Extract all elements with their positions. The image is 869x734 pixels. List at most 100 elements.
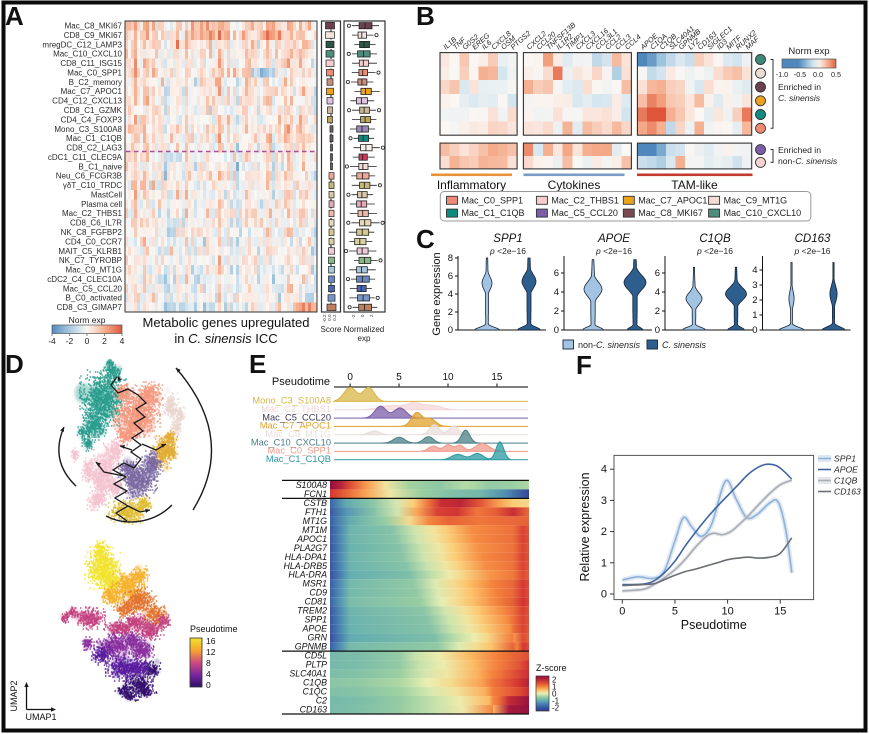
svg-text:-0.5: -0.5 <box>794 70 806 79</box>
svg-text:NK_C8_FGFBP2: NK_C8_FGFBP2 <box>61 228 123 237</box>
svg-text:Cytokines: Cytokines <box>548 178 601 192</box>
svg-text:CSTB: CSTB <box>304 498 328 508</box>
svg-text:HLA-DRB5: HLA-DRB5 <box>283 561 327 571</box>
svg-text:Metabolic genes upregulated: Metabolic genes upregulated <box>143 315 310 330</box>
svg-text:4: 4 <box>752 265 757 276</box>
svg-text:S100A8: S100A8 <box>296 480 327 490</box>
svg-text:Mac_C8_MKI67: Mac_C8_MKI67 <box>65 21 123 30</box>
svg-text:C1QB: C1QB <box>699 233 731 245</box>
svg-text:UMAP2: UMAP2 <box>9 680 19 711</box>
svg-text:4: 4 <box>554 287 559 298</box>
svg-text:4: 4 <box>601 464 607 476</box>
svg-text:2: 2 <box>369 314 374 317</box>
svg-text:CD4_C4_FOXP3: CD4_C4_FOXP3 <box>61 115 123 124</box>
svg-text:2: 2 <box>102 336 107 346</box>
svg-text:SLC40A1: SLC40A1 <box>289 669 327 679</box>
svg-text:CD8_C1_GZMK: CD8_C1_GZMK <box>64 106 123 115</box>
svg-text:0: 0 <box>360 314 365 317</box>
svg-text:10: 10 <box>442 372 454 383</box>
svg-text:Mac_C7_APOC1: Mac_C7_APOC1 <box>638 195 707 205</box>
svg-text:HLA-DPA1: HLA-DPA1 <box>285 552 327 562</box>
svg-text:SPP1: SPP1 <box>834 454 856 464</box>
svg-text:Mac_C1_C1QB: Mac_C1_C1QB <box>462 208 525 218</box>
svg-text:MT1G: MT1G <box>303 516 328 526</box>
svg-text:Norm exp: Norm exp <box>788 46 829 57</box>
svg-text:C1QB: C1QB <box>303 678 327 688</box>
svg-text:MastCell: MastCell <box>91 190 122 199</box>
svg-text:C. sinensis: C. sinensis <box>662 340 707 350</box>
svg-text:Mac_C7_APOC1: Mac_C7_APOC1 <box>61 87 123 96</box>
svg-text:cDC2_C4_CLEC10A: cDC2_C4_CLEC10A <box>47 275 122 284</box>
svg-text:Score: Score <box>321 325 342 334</box>
svg-text:APOC1: APOC1 <box>296 534 327 544</box>
svg-text:Gene expression: Gene expression <box>431 252 443 335</box>
svg-text:2: 2 <box>655 306 660 317</box>
svg-text:CD81: CD81 <box>305 597 328 607</box>
svg-text:-2: -2 <box>351 314 356 319</box>
svg-text:Mac_C9_MT1G: Mac_C9_MT1G <box>265 429 331 439</box>
svg-text:in C. sinensis ICC: in C. sinensis ICC <box>174 331 277 346</box>
svg-text:CD163: CD163 <box>300 705 327 715</box>
svg-text:Inflammatory: Inflammatory <box>437 178 506 192</box>
svg-text:CD9: CD9 <box>309 588 327 598</box>
svg-text:MSR1: MSR1 <box>303 579 328 589</box>
svg-text:Mac_C2_THBS1: Mac_C2_THBS1 <box>551 195 619 205</box>
svg-text:C1QB: C1QB <box>834 476 858 486</box>
svg-text:APOE: APOE <box>833 465 858 475</box>
svg-text:E: E <box>249 349 266 379</box>
svg-text:Pseudotime: Pseudotime <box>272 376 330 388</box>
svg-text:-2: -2 <box>552 704 560 713</box>
svg-text:p <2e−16: p <2e−16 <box>595 246 632 256</box>
svg-text:TAM-like: TAM-like <box>671 178 718 192</box>
svg-text:p <2e−16: p <2e−16 <box>696 246 733 256</box>
svg-text:0: 0 <box>601 589 607 601</box>
svg-text:10: 10 <box>721 606 733 618</box>
svg-text:SPP1: SPP1 <box>305 615 328 625</box>
svg-text:16: 16 <box>206 636 216 646</box>
svg-text:Mac_C5_CCL20: Mac_C5_CCL20 <box>262 412 331 422</box>
svg-text:0: 0 <box>448 325 453 336</box>
svg-text:0: 0 <box>552 690 557 699</box>
svg-text:4: 4 <box>206 669 211 679</box>
svg-text:3: 3 <box>601 495 607 507</box>
svg-text:Mac_C5_CCL20: Mac_C5_CCL20 <box>63 284 123 293</box>
svg-text:0.2: 0.2 <box>332 314 337 321</box>
svg-text:Pseudotime: Pseudotime <box>190 624 238 634</box>
svg-text:8: 8 <box>448 253 453 264</box>
svg-text:12: 12 <box>206 647 216 657</box>
svg-text:UMAP1: UMAP1 <box>25 712 56 722</box>
svg-text:0: 0 <box>85 336 90 346</box>
svg-text:-0.2: -0.2 <box>322 314 327 322</box>
svg-text:B: B <box>416 1 435 31</box>
svg-text:15: 15 <box>774 606 786 618</box>
svg-text:GPNMB: GPNMB <box>295 642 327 652</box>
svg-text:-2: -2 <box>66 336 74 346</box>
svg-text:cDC1_C11_CLEC9A: cDC1_C11_CLEC9A <box>48 153 123 162</box>
svg-text:Plasma cell: Plasma cell <box>81 200 122 209</box>
svg-text:1: 1 <box>752 310 757 321</box>
svg-text:CD163: CD163 <box>795 233 831 245</box>
svg-text:F: F <box>576 350 592 380</box>
svg-text:GRN: GRN <box>307 633 327 643</box>
svg-text:Enriched in: Enriched in <box>778 82 821 92</box>
svg-text:Mac_C0_SPP1: Mac_C0_SPP1 <box>267 446 331 456</box>
svg-text:2: 2 <box>601 526 607 538</box>
svg-text:MT1M: MT1M <box>302 525 328 535</box>
svg-text:-1.0: -1.0 <box>776 70 788 79</box>
svg-text:p <2e−16: p <2e−16 <box>794 246 831 256</box>
svg-text:Relative expression: Relative expression <box>578 472 592 581</box>
svg-text:1: 1 <box>552 683 557 692</box>
svg-text:Mac_C9_MT1G: Mac_C9_MT1G <box>66 266 122 275</box>
svg-text:Mac_C7_APOC1: Mac_C7_APOC1 <box>260 421 331 431</box>
svg-text:0: 0 <box>619 606 625 618</box>
svg-text:0.0: 0.0 <box>327 314 332 321</box>
svg-text:CD8_C11_ISG15: CD8_C11_ISG15 <box>60 59 122 68</box>
svg-text:Mac_C1_C1QB: Mac_C1_C1QB <box>66 134 122 143</box>
svg-text:FCN1: FCN1 <box>304 489 327 499</box>
svg-text:CD8_C6_IL7R: CD8_C6_IL7R <box>70 219 122 228</box>
svg-text:Mac_C0_SPP1: Mac_C0_SPP1 <box>67 68 122 77</box>
svg-text:exp: exp <box>358 334 371 343</box>
svg-text:PLA2G7: PLA2G7 <box>294 543 328 553</box>
svg-text:CD8_C2_LAG3: CD8_C2_LAG3 <box>66 144 122 153</box>
svg-text:CD4_C0_CCR7: CD4_C0_CCR7 <box>65 237 122 246</box>
